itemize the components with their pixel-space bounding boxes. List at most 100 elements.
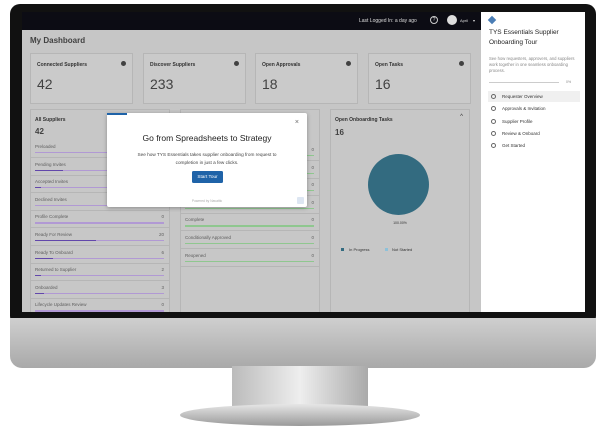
modal-progress [107,113,127,115]
row-bar-fill [35,292,45,295]
card-label: Open Approvals [262,62,301,68]
row-value: 3 [161,284,164,290]
row-label: Complete [185,217,205,223]
screen: Last Logged In: a day ago ? April ▾ My D… [22,12,585,312]
stat-card[interactable]: Discover Suppliers 233 [143,53,246,104]
row-bar [35,310,164,312]
row-bar [35,292,164,295]
tour-step[interactable]: Requester Overview [488,91,580,102]
row-value: 0 [161,214,164,220]
legend-not-started: Not Started [392,247,413,252]
collapse-icon[interactable]: ^ [460,114,463,120]
info-icon[interactable] [459,61,464,66]
monitor-base [180,404,420,426]
row-value: 20 [158,232,164,237]
tour-step[interactable]: Approvals & Invitation [488,103,580,114]
card-label: Connected Suppliers [37,62,88,68]
row-bar [35,187,164,189]
row-value: 6 [161,249,164,255]
step-label: Approvals & Invitation [502,106,546,112]
pie-label: 100.00% [393,221,407,225]
avatar[interactable] [447,15,457,25]
user-name[interactable]: April [460,18,469,23]
row-bar [35,204,164,207]
legend-swatch [341,248,344,251]
row-label: Conditionally Approved [185,235,232,240]
modal-body: See how TYS Essentials takes supplier on… [137,152,277,165]
progress-bar [489,82,559,83]
stat-card[interactable]: Open Tasks 16 [368,53,471,104]
info-icon[interactable] [346,61,351,66]
tour-step[interactable]: Supplier Profile [488,116,580,127]
panel-title: All Suppliers [35,117,66,123]
list-item[interactable]: Profile Complete 0 [31,211,169,229]
panel-count: 16 [335,128,344,137]
card-value: 233 [150,76,174,92]
list-item[interactable]: Pending Invites [31,159,169,176]
row-bar-fill [35,169,64,171]
card-value: 18 [262,76,278,92]
row-bar [35,240,164,242]
step-label: Supplier Profile [502,118,533,124]
row-value: 0 [311,182,314,188]
help-icon[interactable]: ? [430,16,438,24]
monitor-chin [10,318,596,368]
card-label: Open Tasks [375,62,403,68]
row-bar [35,257,164,259]
start-tour-button[interactable]: Start Tour [192,171,223,183]
info-icon[interactable] [234,61,239,66]
step-radio-icon [491,106,496,112]
modal-title: Go from Spreadsheets to Strategy [142,133,272,143]
row-bar-fill [35,187,42,189]
list-item[interactable]: Conditionally Approved 0 [181,232,319,249]
list-item[interactable]: 0 [181,197,319,214]
row-bar [185,225,314,227]
list-item[interactable]: Complete 0 [181,214,319,232]
legend-swatch [385,248,388,251]
monitor-stand [232,366,368,410]
info-icon[interactable] [121,61,126,66]
row-label: Preloaded [35,144,56,149]
last-logged: Last Logged In: a day ago [359,18,417,24]
settings-icon[interactable] [297,197,304,204]
row-value: 0 [311,147,314,152]
list-item[interactable]: Accepted Invites [31,176,169,194]
step-radio-icon [491,94,496,99]
row-bar-fill [35,240,96,242]
list-item[interactable]: Declined Invites [31,194,169,211]
row-bar-fill [35,257,54,259]
row-bar [35,169,164,171]
stat-card[interactable]: Connected Suppliers 42 [30,53,133,104]
row-bar-fill [35,275,42,277]
logo-icon [487,15,497,25]
list-item[interactable]: Onboarded 3 [31,282,169,299]
step-radio-icon [491,118,496,124]
tour-step[interactable]: Review & Onboard [488,128,580,139]
row-value: 0 [311,199,314,205]
list-item[interactable]: Returned to Supplier 2 [31,264,169,282]
card-value: 16 [375,76,391,92]
list-item[interactable]: Preloaded [31,141,169,158]
row-label: Returned to Supplier [35,267,77,273]
row-label: Declined Invites [35,196,67,202]
list-item[interactable]: Lifecycle Updates Review 0 [31,299,169,312]
page-title: My Dashboard [30,36,86,45]
row-bar [35,222,164,224]
row-label: Ready For Review [35,232,73,237]
progress-text: 0% [566,80,572,84]
row-value: 0 [311,252,314,258]
stat-card[interactable]: Open Approvals 18 [255,53,358,104]
tour-step[interactable]: Get Started [488,140,580,151]
pie-slice-in-progress [368,154,429,215]
row-label: Pending Invites [35,161,66,167]
list-item[interactable]: Ready To Onboard 6 [31,247,169,264]
row-value: 2 [161,267,164,273]
row-label: Accepted Invites [35,179,69,185]
tour-description: See how requesters, approvers, and suppl… [489,56,575,73]
row-label: Reopened [185,252,206,258]
list-item[interactable]: Ready For Review 20 [31,229,169,246]
row-bar [185,260,314,262]
close-icon[interactable]: × [294,119,299,126]
list-item[interactable]: Reopened 0 [181,250,319,267]
chevron-down-icon[interactable]: ▾ [473,18,476,23]
